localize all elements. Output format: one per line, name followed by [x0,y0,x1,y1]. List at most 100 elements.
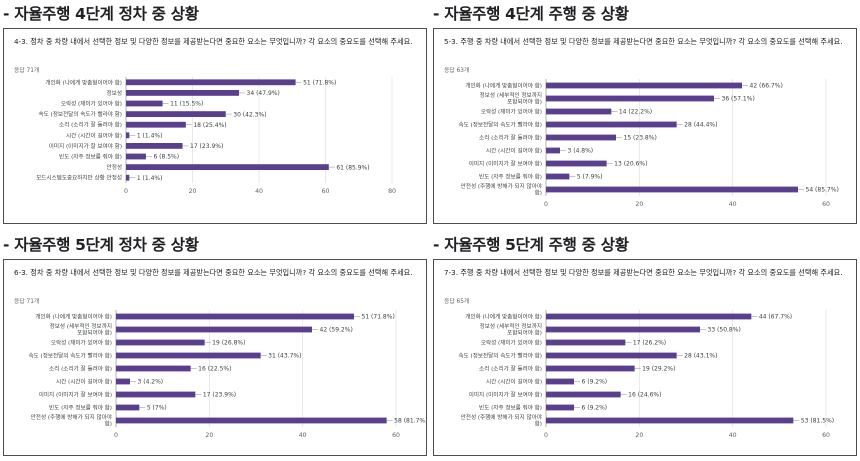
bar[interactable] [126,164,329,170]
data-label: 53 (81.5%) [801,418,834,425]
bar[interactable] [126,132,130,139]
bar[interactable] [116,339,205,346]
bar[interactable] [116,313,354,320]
bar[interactable] [126,153,146,160]
category-label: 정보성 [107,89,122,97]
category-label: 이미지 (이미지가 잘 보여야 함) [469,391,542,399]
category-label: 정보성 (세부적인 정보까지 포함되어야 함) [50,322,112,337]
data-label: 34 (47.9%) [247,90,280,97]
data-label: 61 (85.9%) [336,164,369,171]
bar[interactable] [126,143,183,149]
panel-4-stop: - 자율주행 4단계 정차 중 상황 4-3. 정차 중 차량 내에서 선택한 … [3,4,427,224]
category-label: 안전성 (주행에 방해가 되지 않아야 함) [461,182,542,197]
bar[interactable] [546,417,794,424]
bar[interactable] [546,326,700,333]
category-label: 속도 (정보전달의 속도가 빨라야 함) [458,121,542,129]
data-label: 17 (26.2%) [633,340,666,347]
data-label: 36 (57.1%) [722,96,755,103]
bar[interactable] [546,404,574,411]
bar[interactable] [546,378,574,385]
data-label: 17 (23.9%) [203,392,236,399]
bar[interactable] [546,95,714,102]
survey-card: 6-3. 정차 중 차량 내에서 선택한 정보 및 다양한 정보를 제공받는다면… [3,259,427,456]
x-tick-label: 60 [822,432,830,439]
x-tick-label: 40 [255,188,263,195]
data-label: 42 (66.7%) [750,83,783,90]
category-label: 오락성 (재미가 있어야 함) [481,108,542,116]
bar[interactable] [116,378,130,385]
bar[interactable] [546,365,635,372]
bar-chart: 0 20 40 60 개인화 (나에게 맞춤형이어야 함) 44 (67.7%) 정보성 (… [458,310,834,439]
bar[interactable] [546,339,626,346]
category-label: 이미지 (이미지가 잘 보여야 함) [39,391,112,399]
bar[interactable] [546,391,621,398]
panel-4-drive: - 자율주행 4단계 주행 중 상황 5-3. 주행 중 차량 내에서 선택한 … [433,4,857,224]
category-label: 안전성 (주행에 방해가 되지 않아야 함) [461,413,542,428]
x-tick-label: 40 [729,432,737,439]
bar[interactable] [126,100,163,107]
bar[interactable] [126,111,226,117]
question-text: 4-3. 정차 중 차량 내에서 선택한 정보 및 다양한 정보를 제공받는다면… [14,37,413,46]
response-count: 응답 71개 [14,68,40,74]
category-label: 소리 (소리가 잘 들려야 함) [479,365,542,373]
response-count: 응답 63개 [444,68,470,74]
bar[interactable] [546,352,677,359]
category-label: 개인화 (나에게 맞춤형이어야 함) [35,313,112,321]
data-label: 19 (29.2%) [642,366,675,373]
bar-chart: 0 20 40 60 80 개인화 (나에게 맞춤형이어야 함) 51 (71.8%) 정보성… [36,77,396,195]
bar[interactable] [546,313,752,320]
category-label: 안전성 (주행에 방해가 되지 않아야 함) [31,413,112,428]
bar[interactable] [116,391,196,398]
bar[interactable] [546,147,560,154]
bar[interactable] [546,108,612,115]
section-title: - 자율주행 4단계 정차 중 상황 [3,5,199,23]
section-title: - 자율주행 5단계 주행 중 상황 [433,236,629,254]
bar[interactable] [116,404,140,411]
category-label: 개인화 (나에게 맞춤형이어야 함) [45,78,122,86]
bar[interactable] [546,121,677,128]
section-title: - 자율주행 4단계 주행 중 상황 [433,5,629,23]
category-label: 빈도 (자주 정보를 줘야 함) [59,153,122,161]
category-label: 시간 (시간이 길어야 함) [486,378,542,386]
x-tick-label: 20 [635,201,643,208]
x-tick-label: 0 [124,188,128,195]
bar[interactable] [546,173,570,180]
data-label: 42 (59.2%) [320,327,353,334]
bar[interactable] [546,160,607,167]
bar[interactable] [546,186,798,193]
data-label: 19 (26.8%) [212,340,245,347]
category-label: 시간 (시간이 길어야 함) [486,147,542,155]
response-count: 응답 65개 [444,299,470,305]
bar[interactable] [546,82,742,89]
bar[interactable] [116,352,261,359]
x-tick-label: 0 [114,432,118,439]
data-label: 28 (43.1%) [684,353,717,360]
category-label: 시간 (시간이 길어야 함) [56,378,112,386]
question-text: 5-3. 주행 중 차량 내에서 선택한 정보 및 다양한 정보를 제공받는다면… [444,37,843,46]
category-label: 빈도 (자주 정보를 줘야 함) [49,404,112,412]
x-tick-label: 20 [635,432,643,439]
bar[interactable] [116,417,387,424]
category-label: 모드시스템도중요하지만 상황 안정성 [36,174,122,182]
bar[interactable] [126,79,296,86]
category-label: 소리 (소리가 잘 들려야 함) [59,121,122,129]
data-label: 11 (15.5%) [170,101,203,108]
data-label: 30 (42.3%) [233,111,266,118]
bar[interactable] [546,134,616,141]
bar[interactable] [126,121,186,128]
data-label: 28 (44.4%) [684,122,717,129]
category-label: 개인화 (나에게 맞춤형이어야 함) [465,313,542,321]
bar[interactable] [126,90,240,96]
data-label: 6 (9.2%) [582,379,608,386]
category-label: 소리 (소리가 잘 들려야 함) [479,134,542,142]
data-label: 1 (1.4%) [137,175,163,182]
survey-card: 7-3. 주행 중 차량 내에서 선택한 정보 및 다양한 정보를 제공받는다면… [433,259,857,456]
bar[interactable] [126,174,130,181]
panel-5-drive: - 자율주행 5단계 주행 중 상황 7-3. 주행 중 차량 내에서 선택한 … [433,235,857,456]
bar[interactable] [116,365,191,372]
bar[interactable] [116,326,312,333]
bar-chart: 0 20 40 60 개인화 (나에게 맞춤형이어야 함) 51 (71.8%) 정보성 (… [28,310,426,439]
survey-card: 5-3. 주행 중 차량 내에서 선택한 정보 및 다양한 정보를 제공받는다면… [433,28,857,224]
data-label: 51 (71.8%) [303,80,336,87]
x-tick-label: 0 [544,201,548,208]
